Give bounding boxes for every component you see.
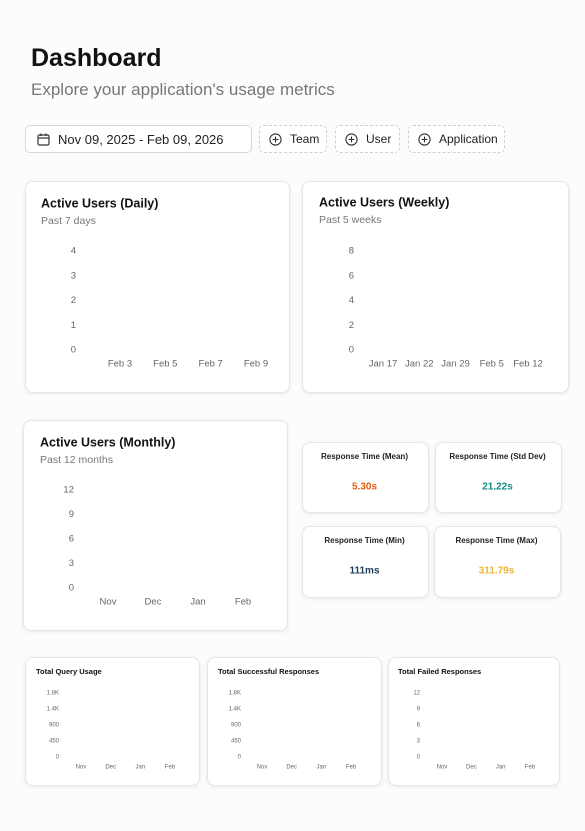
y-tick-label: 4 bbox=[71, 246, 76, 257]
x-tick-label: Dec bbox=[145, 597, 162, 608]
stat-label: Response Time (Max) bbox=[455, 536, 537, 545]
chart-card bbox=[25, 181, 290, 393]
y-tick-label: 3 bbox=[71, 270, 76, 281]
y-tick-label: 6 bbox=[69, 534, 74, 545]
stat-label: Response Time (Std Dev) bbox=[449, 452, 546, 461]
y-tick-label: 1.8K bbox=[229, 691, 241, 697]
y-tick-label: 0 bbox=[238, 755, 242, 761]
chart-subtitle: Past 7 days bbox=[41, 215, 96, 227]
y-tick-label: 1.4K bbox=[47, 707, 59, 713]
x-tick-label: Feb 12 bbox=[513, 359, 543, 370]
chart-card bbox=[23, 420, 288, 631]
x-tick-label: Jan bbox=[135, 765, 145, 771]
x-tick-label: Feb bbox=[346, 765, 357, 771]
y-tick-label: 12 bbox=[413, 691, 420, 697]
chart-title: Active Users (Weekly) bbox=[319, 195, 449, 209]
x-tick-label: Feb bbox=[165, 765, 176, 771]
filter-button[interactable]: Application bbox=[408, 125, 505, 153]
y-tick-label: 8 bbox=[349, 246, 354, 257]
stat-value: 21.22s bbox=[482, 482, 513, 493]
y-tick-label: 4 bbox=[349, 295, 354, 306]
y-tick-label: 0 bbox=[56, 755, 60, 761]
plus-icon bbox=[345, 132, 358, 146]
page-title: Dashboard bbox=[31, 44, 162, 72]
x-tick-label: Jan 22 bbox=[405, 359, 434, 370]
filter-button[interactable]: Team bbox=[259, 125, 327, 153]
x-tick-label: Dec bbox=[466, 765, 477, 771]
x-tick-label: Feb 5 bbox=[153, 359, 177, 370]
stat-value: 311.79s bbox=[479, 566, 515, 577]
chart-subtitle: Past 12 months bbox=[40, 454, 113, 466]
y-tick-label: 450 bbox=[231, 739, 242, 745]
chart-subtitle: Past 5 weeks bbox=[319, 214, 381, 226]
date-range: Nov 09, 2025 - Feb 09, 2026 bbox=[58, 131, 224, 147]
y-tick-label: 9 bbox=[417, 707, 421, 713]
x-tick-label: Nov bbox=[76, 765, 87, 771]
y-tick-label: 0 bbox=[71, 345, 76, 356]
page-subtitle: Explore your application's usage metrics bbox=[31, 80, 335, 99]
x-tick-label: Jan bbox=[316, 765, 326, 771]
chart-card bbox=[388, 657, 560, 786]
y-tick-label: 0 bbox=[417, 755, 421, 761]
x-tick-label: Jan 29 bbox=[441, 359, 470, 370]
x-tick-label: Nov bbox=[100, 597, 117, 608]
x-tick-label: Dec bbox=[105, 765, 116, 771]
y-tick-label: 450 bbox=[49, 739, 60, 745]
filter-label: Application bbox=[439, 132, 498, 146]
chart-title: Total Successful Responses bbox=[218, 667, 319, 676]
y-tick-label: 6 bbox=[417, 723, 421, 729]
chart-title: Total Failed Responses bbox=[398, 667, 481, 676]
chart-card bbox=[25, 657, 200, 786]
calendar-icon bbox=[37, 133, 50, 146]
x-tick-label: Feb bbox=[235, 597, 251, 608]
stat-value: 5.30s bbox=[352, 482, 377, 493]
x-tick-label: Dec bbox=[286, 765, 297, 771]
stat-card bbox=[435, 442, 562, 513]
y-tick-label: 900 bbox=[231, 723, 242, 729]
y-tick-label: 3 bbox=[417, 739, 421, 745]
y-tick-label: 6 bbox=[349, 270, 354, 281]
x-tick-label: Feb 5 bbox=[480, 359, 504, 370]
x-tick-label: Feb 7 bbox=[199, 359, 223, 370]
chart-title: Active Users (Daily) bbox=[41, 196, 158, 210]
y-tick-label: 1 bbox=[71, 320, 76, 331]
y-tick-label: 1.4K bbox=[229, 707, 241, 713]
y-tick-label: 12 bbox=[63, 485, 74, 496]
y-tick-label: 9 bbox=[69, 509, 74, 520]
y-tick-label: 2 bbox=[71, 295, 76, 306]
stat-card bbox=[434, 526, 561, 598]
y-tick-label: 0 bbox=[69, 583, 74, 594]
x-tick-label: Feb bbox=[525, 765, 536, 771]
x-tick-label: Nov bbox=[257, 765, 268, 771]
stat-card bbox=[302, 526, 429, 598]
stat-value: 111ms bbox=[349, 566, 379, 577]
filter-button[interactable]: User bbox=[335, 125, 400, 153]
y-tick-label: 3 bbox=[69, 558, 74, 569]
x-tick-label: Nov bbox=[437, 765, 448, 771]
x-tick-label: Feb 3 bbox=[108, 359, 132, 370]
filter-label: Team bbox=[290, 132, 320, 146]
chart-card bbox=[302, 181, 569, 393]
chart-card bbox=[207, 657, 382, 786]
y-tick-label: 0 bbox=[349, 345, 354, 356]
chart-title: Total Query Usage bbox=[36, 667, 102, 676]
x-tick-label: Jan bbox=[496, 765, 506, 771]
y-tick-label: 900 bbox=[49, 723, 60, 729]
plus-icon bbox=[269, 132, 282, 146]
y-tick-label: 2 bbox=[349, 320, 354, 331]
x-tick-label: Jan 17 bbox=[369, 359, 398, 370]
x-tick-label: Jan bbox=[190, 597, 205, 608]
date-range-picker[interactable]: Nov 09, 2025 - Feb 09, 2026 bbox=[25, 125, 252, 153]
y-tick-label: 1.8K bbox=[47, 691, 59, 697]
chart-title: Active Users (Monthly) bbox=[40, 435, 175, 449]
stat-card bbox=[302, 442, 429, 513]
x-tick-label: Feb 9 bbox=[244, 359, 268, 370]
stat-label: Response Time (Min) bbox=[324, 536, 405, 545]
plus-icon bbox=[418, 132, 431, 146]
filter-label: User bbox=[366, 132, 392, 146]
stat-label: Response Time (Mean) bbox=[321, 452, 408, 461]
